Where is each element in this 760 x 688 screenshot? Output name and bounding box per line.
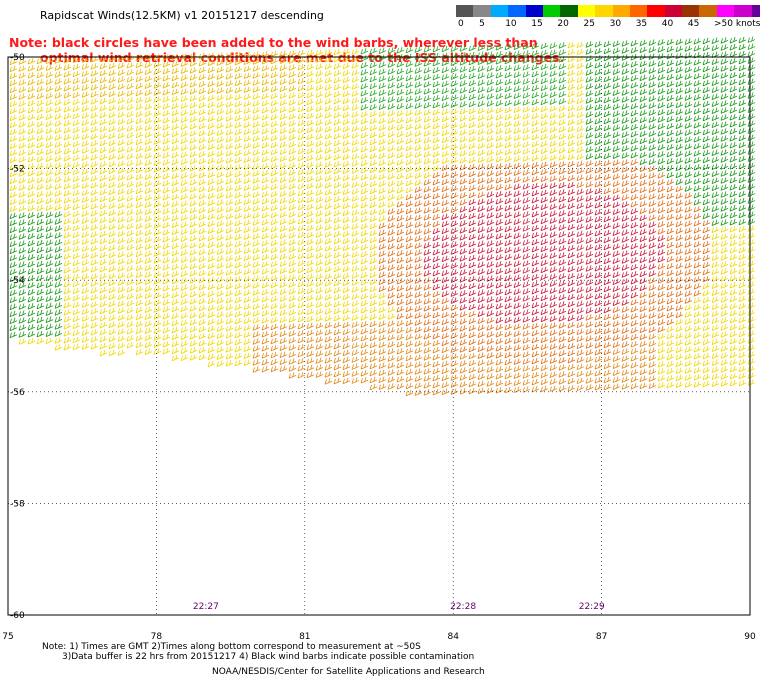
color-swatch xyxy=(525,5,543,17)
longitude-tick-label: 84 xyxy=(447,632,459,642)
wind-barb-group xyxy=(9,41,756,389)
color-swatch xyxy=(456,5,474,17)
color-swatch xyxy=(508,5,526,17)
latitude-tick-label: -52 xyxy=(10,165,25,175)
latitude-tick-label: -54 xyxy=(10,276,25,286)
color-swatch xyxy=(490,5,509,17)
color-swatch xyxy=(612,5,630,17)
color-scale-label: 45 xyxy=(687,19,700,29)
time-label: 22:29 xyxy=(579,602,605,612)
latitude-tick-label: -60 xyxy=(10,611,25,621)
color-scale-label: >50 knots xyxy=(714,19,760,29)
time-label: 22:27 xyxy=(193,602,219,612)
wind-barb-group xyxy=(9,36,756,339)
latitude-tick-label: -58 xyxy=(10,499,25,509)
color-scale-label: 0 xyxy=(458,19,464,29)
longitude-tick-label: 90 xyxy=(744,632,756,642)
color-scale-label: 5 xyxy=(479,19,485,29)
color-scale-label: 30 xyxy=(609,19,622,29)
latitude-tick-label: -56 xyxy=(10,388,25,398)
footer-note-1: Note: 1) Times are GMT 2)Times along bot… xyxy=(42,642,421,652)
longitude-tick-label: 81 xyxy=(299,632,310,642)
wind-barbs-layer xyxy=(9,36,756,397)
color-swatch xyxy=(542,5,561,17)
color-scale-label: 35 xyxy=(635,19,648,29)
color-scale-labels: 0 5 10 15 20 25 30 35 40 45 >50 knots xyxy=(456,17,760,29)
color-swatch xyxy=(595,5,613,17)
color-scale-label: 20 xyxy=(557,19,569,29)
wind-speed-color-scale: 0 5 10 15 20 25 30 35 40 45 >50 knots xyxy=(456,5,760,29)
map-frame xyxy=(7,56,751,616)
wind-barb-group xyxy=(360,42,567,111)
color-swatch xyxy=(699,5,717,17)
map-title: Rapidscat Winds(12.5KM) v1 20151217 desc… xyxy=(40,9,324,22)
color-scale-swatches xyxy=(456,5,760,17)
color-swatch xyxy=(751,5,760,17)
color-swatch xyxy=(647,5,665,17)
color-swatch xyxy=(560,5,578,17)
footer-credit: NOAA/NESDIS/Center for Satellite Applica… xyxy=(212,667,485,677)
longitude-tick-label: 75 xyxy=(2,632,13,642)
color-swatch xyxy=(629,5,648,17)
note-line-1: Note: black circles have been added to t… xyxy=(9,35,538,50)
wind-barb-group xyxy=(423,181,666,324)
longitude-tick-label: 78 xyxy=(151,632,163,642)
color-swatch xyxy=(473,5,491,17)
color-scale-label: 10 xyxy=(505,19,517,29)
color-swatch xyxy=(734,5,752,17)
wind-barb-group xyxy=(252,319,657,397)
longitude-tick-label: 87 xyxy=(596,632,607,642)
color-scale-label: 25 xyxy=(583,19,595,29)
color-scale-label: 40 xyxy=(661,19,674,29)
latitude-tick-label: -50 xyxy=(10,53,25,63)
footer-note-2: 3)Data buffer is 22 hrs from 20151217 4)… xyxy=(62,652,475,662)
color-scale-label: 15 xyxy=(531,19,543,29)
color-swatch xyxy=(682,5,700,17)
color-swatch xyxy=(577,5,596,17)
time-label: 22:28 xyxy=(450,602,476,612)
color-swatch xyxy=(664,5,683,17)
wind-barb-group xyxy=(9,49,306,101)
wind-barb-group xyxy=(378,158,711,366)
color-swatch xyxy=(716,5,735,17)
